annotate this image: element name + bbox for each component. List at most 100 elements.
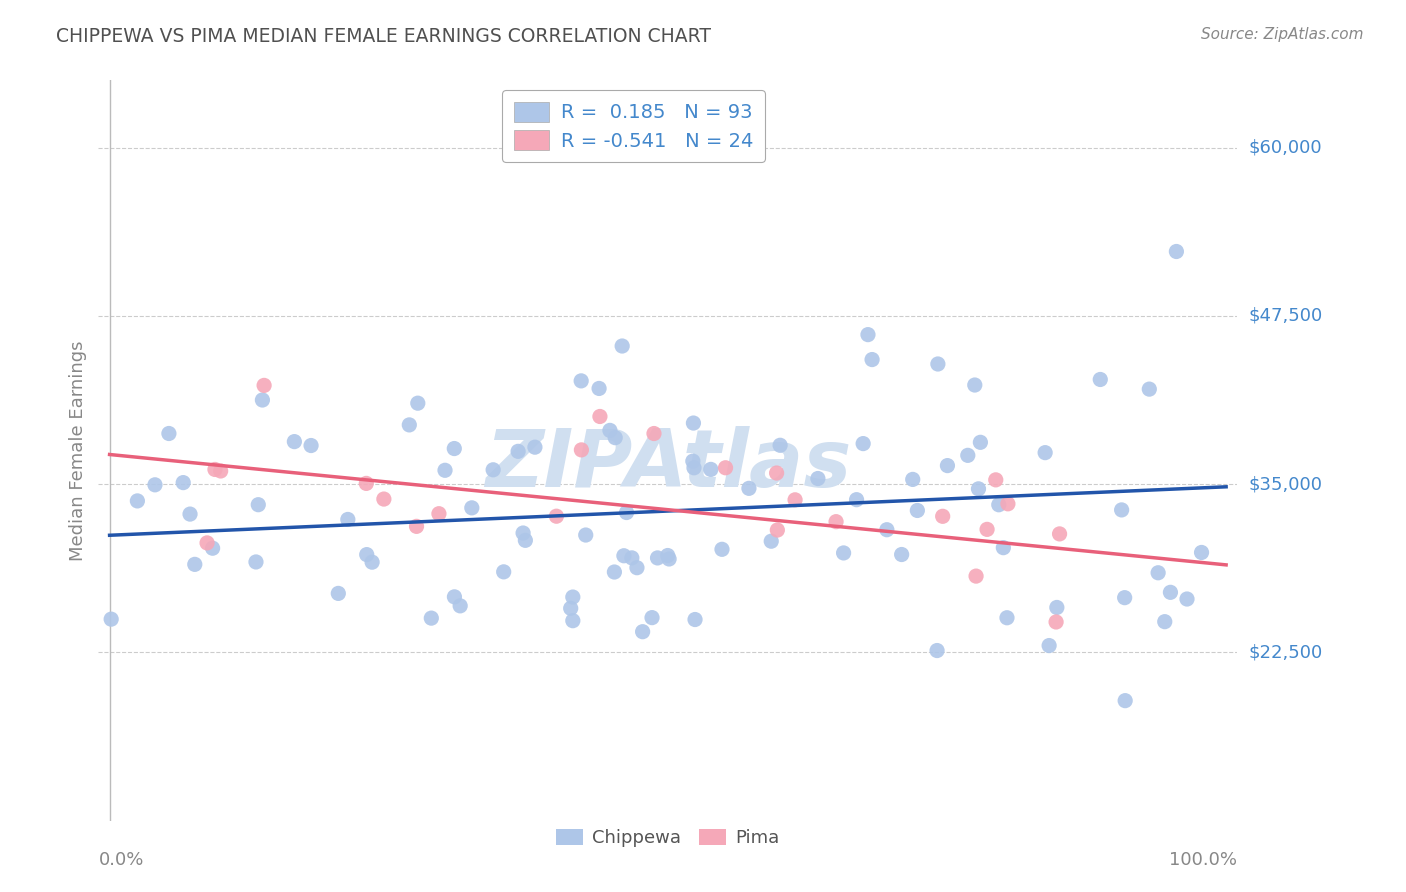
- Point: [711, 542, 734, 557]
- Point: [434, 463, 457, 477]
- Point: [631, 624, 654, 639]
- Point: [253, 378, 276, 392]
- Point: [860, 352, 883, 367]
- Text: 100.0%: 100.0%: [1170, 851, 1237, 869]
- Point: [449, 599, 471, 613]
- Point: [876, 523, 898, 537]
- Point: [252, 392, 274, 407]
- Point: [825, 515, 848, 529]
- Point: [761, 534, 783, 549]
- Point: [965, 569, 987, 583]
- Point: [997, 497, 1019, 511]
- Point: [420, 611, 443, 625]
- Point: [1147, 566, 1170, 580]
- Point: [1137, 382, 1160, 396]
- Point: [613, 549, 636, 563]
- Point: [682, 416, 704, 430]
- Point: [356, 476, 378, 491]
- Point: [605, 431, 627, 445]
- Point: [987, 498, 1010, 512]
- Point: [512, 526, 534, 541]
- Point: [599, 424, 621, 438]
- Point: [143, 478, 166, 492]
- Point: [852, 436, 875, 450]
- Point: [783, 492, 806, 507]
- Point: [769, 438, 792, 452]
- Point: [179, 507, 201, 521]
- Point: [890, 548, 912, 562]
- Point: [963, 378, 986, 392]
- Point: [427, 507, 450, 521]
- Point: [201, 541, 224, 556]
- Point: [589, 409, 612, 424]
- Point: [336, 512, 359, 526]
- Point: [361, 555, 384, 569]
- Point: [299, 438, 322, 452]
- Point: [1159, 585, 1181, 599]
- Point: [1175, 592, 1198, 607]
- Point: [603, 565, 626, 579]
- Text: 0.0%: 0.0%: [98, 851, 143, 869]
- Text: ZIPAtlas: ZIPAtlas: [485, 426, 851, 504]
- Point: [1033, 445, 1056, 459]
- Point: [560, 601, 582, 615]
- Point: [641, 610, 664, 624]
- Point: [492, 565, 515, 579]
- Point: [807, 471, 830, 485]
- Text: $47,500: $47,500: [1249, 307, 1323, 325]
- Point: [901, 472, 924, 486]
- Point: [984, 473, 1007, 487]
- Point: [443, 590, 465, 604]
- Point: [956, 448, 979, 462]
- Point: [976, 522, 998, 536]
- Legend: R =  0.185   N = 93, R = -0.541   N = 24: R = 0.185 N = 93, R = -0.541 N = 24: [502, 90, 765, 162]
- Point: [523, 440, 546, 454]
- Point: [1090, 372, 1112, 386]
- Point: [406, 396, 429, 410]
- Point: [100, 612, 122, 626]
- Point: [616, 506, 638, 520]
- Text: $35,000: $35,000: [1249, 475, 1323, 493]
- Point: [936, 458, 959, 473]
- Text: $60,000: $60,000: [1249, 138, 1322, 157]
- Point: [209, 464, 232, 478]
- Point: [195, 536, 218, 550]
- Point: [204, 462, 226, 476]
- Point: [738, 481, 761, 495]
- Point: [1046, 600, 1069, 615]
- Point: [647, 550, 669, 565]
- Point: [1191, 545, 1213, 559]
- Point: [356, 548, 378, 562]
- Point: [1111, 503, 1133, 517]
- Point: [1114, 591, 1136, 605]
- Point: [683, 460, 706, 475]
- Point: [328, 586, 350, 600]
- Y-axis label: Median Female Earnings: Median Female Earnings: [69, 340, 87, 561]
- Text: Source: ZipAtlas.com: Source: ZipAtlas.com: [1201, 27, 1364, 42]
- Point: [1038, 639, 1060, 653]
- Point: [571, 442, 593, 457]
- Point: [405, 519, 427, 533]
- Point: [508, 444, 530, 458]
- Point: [700, 462, 723, 476]
- Point: [658, 552, 681, 566]
- Point: [682, 454, 704, 468]
- Point: [967, 482, 990, 496]
- Point: [398, 417, 420, 432]
- Point: [927, 357, 949, 371]
- Point: [461, 500, 484, 515]
- Point: [546, 509, 568, 524]
- Point: [184, 558, 207, 572]
- Point: [443, 442, 465, 456]
- Point: [626, 560, 648, 574]
- Point: [515, 533, 537, 548]
- Text: $22,500: $22,500: [1249, 643, 1323, 661]
- Point: [925, 643, 948, 657]
- Point: [969, 435, 991, 450]
- Point: [1049, 527, 1071, 541]
- Point: [766, 523, 789, 537]
- Point: [993, 541, 1015, 555]
- Point: [643, 426, 665, 441]
- Point: [127, 494, 149, 508]
- Point: [620, 550, 643, 565]
